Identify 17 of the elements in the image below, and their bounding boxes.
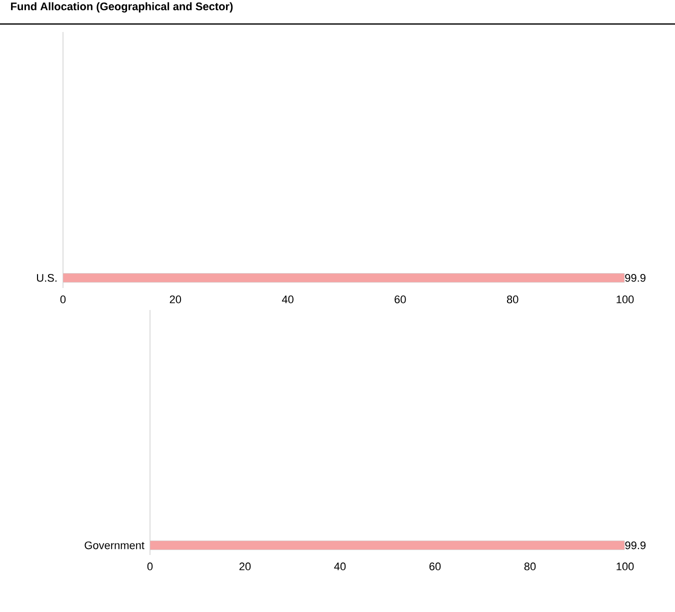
y-tick-label: U.S. bbox=[37, 274, 56, 282]
chart-title: Fund Allocation (Geographical and Sector) bbox=[11, 2, 233, 13]
x-tick-label: 80 bbox=[506, 296, 518, 304]
x-tick-label: 0 bbox=[147, 562, 153, 570]
x-tick-label: 60 bbox=[394, 296, 406, 304]
x-tick-label: 100 bbox=[616, 296, 634, 304]
x-tick-label: 80 bbox=[524, 562, 536, 570]
x-tick-label: 20 bbox=[239, 562, 251, 570]
data-label: 99.9 bbox=[625, 541, 646, 550]
x-tick-label: 40 bbox=[282, 296, 294, 304]
y-tick-label: Government bbox=[84, 541, 144, 550]
x-tick-label: 100 bbox=[616, 562, 634, 570]
x-tick-label: 0 bbox=[60, 296, 66, 304]
x-tick-label: 40 bbox=[334, 562, 346, 570]
x-tick-label: 20 bbox=[170, 296, 182, 304]
x-tick-label: 60 bbox=[429, 562, 441, 570]
data-label: 99.9 bbox=[625, 274, 646, 282]
